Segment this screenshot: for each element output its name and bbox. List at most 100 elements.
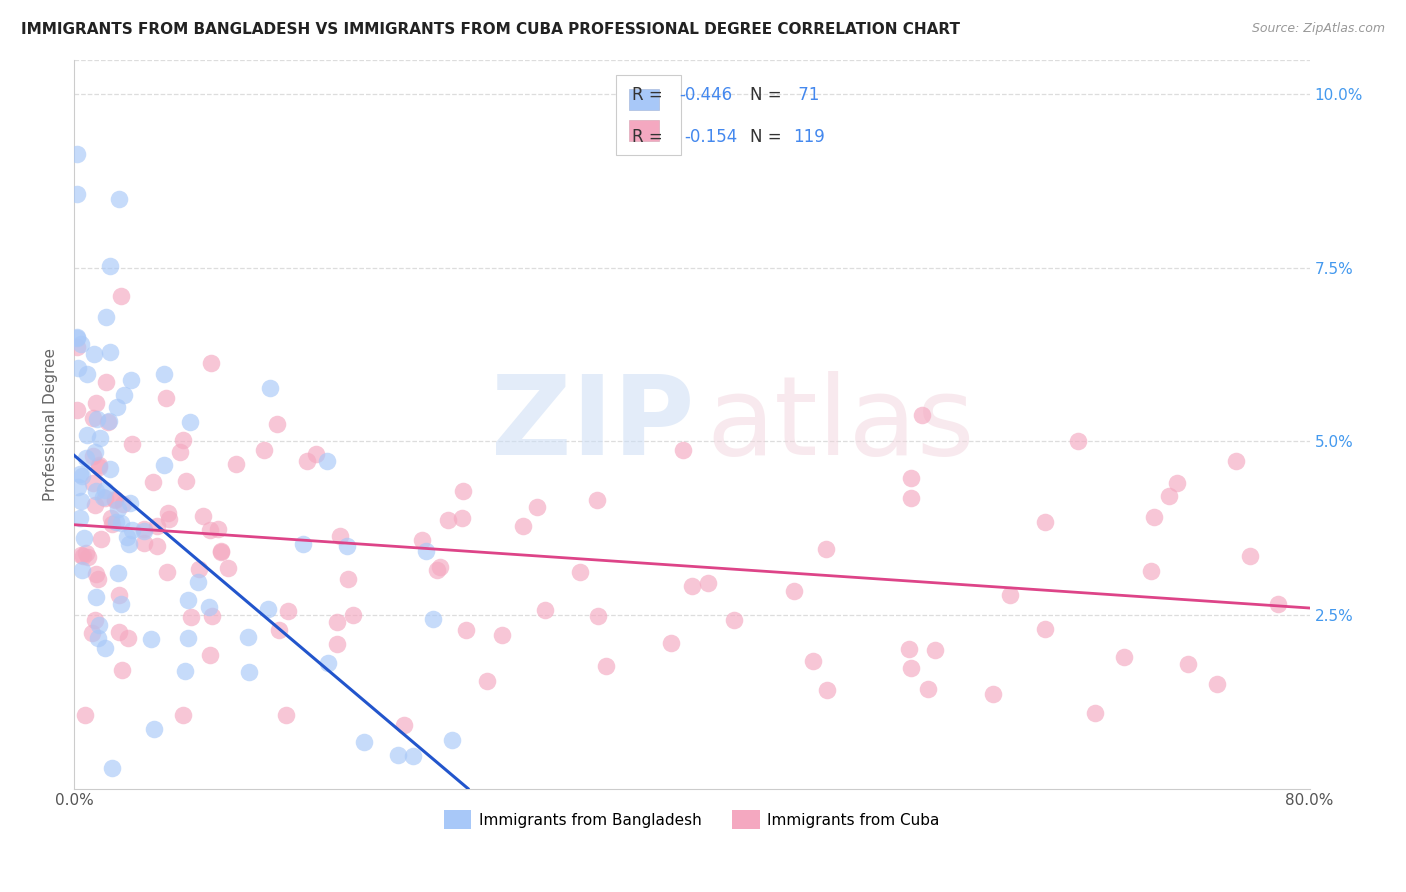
- Point: [782, 584, 804, 599]
- Point: [900, 471, 922, 485]
- Point: [723, 613, 745, 627]
- Text: ZIP: ZIP: [491, 370, 695, 477]
- Point: [475, 674, 498, 689]
- Text: 119: 119: [793, 128, 825, 146]
- Point: [156, 566, 179, 580]
- Point: [107, 501, 129, 516]
- Point: [110, 597, 132, 611]
- Point: [672, 443, 695, 458]
- Point: [225, 457, 247, 471]
- Point: [387, 747, 409, 762]
- Point: [172, 433, 194, 447]
- Legend: Immigrants from Bangladesh, Immigrants from Cuba: Immigrants from Bangladesh, Immigrants f…: [437, 804, 946, 836]
- Point: [176, 592, 198, 607]
- Point: [586, 609, 609, 624]
- Point: [1177, 657, 1199, 672]
- Point: [336, 572, 359, 586]
- Point: [70, 494, 93, 508]
- Point: [72, 549, 94, 564]
- Point: [100, 510, 122, 524]
- Point: [104, 491, 127, 506]
- Point: [98, 462, 121, 476]
- Point: [94, 483, 117, 497]
- Point: [94, 640, 117, 655]
- Point: [897, 642, 920, 657]
- Point: [156, 506, 179, 520]
- Point: [84, 445, 107, 459]
- Point: [108, 588, 131, 602]
- Point: [1159, 489, 1181, 503]
- Text: R =: R =: [633, 86, 668, 103]
- Point: [84, 613, 107, 627]
- Point: [326, 636, 349, 650]
- Point: [217, 561, 239, 575]
- Point: [72, 563, 94, 577]
- Point: [73, 708, 96, 723]
- Point: [84, 483, 107, 498]
- Point: [75, 450, 97, 465]
- Point: [200, 356, 222, 370]
- Point: [132, 524, 155, 538]
- Point: [83, 347, 105, 361]
- Point: [94, 375, 117, 389]
- Point: [87, 572, 110, 586]
- Point: [84, 566, 107, 581]
- Point: [66, 361, 89, 376]
- Text: atlas: atlas: [706, 370, 974, 477]
- Point: [198, 600, 221, 615]
- Point: [440, 733, 463, 747]
- Point: [451, 511, 474, 525]
- Point: [108, 624, 131, 639]
- Point: [94, 310, 117, 325]
- Point: [318, 657, 340, 671]
- Point: [69, 511, 91, 525]
- Point: [1143, 510, 1166, 524]
- Point: [392, 718, 415, 732]
- Point: [1112, 650, 1135, 665]
- Point: [155, 392, 177, 406]
- Point: [69, 467, 91, 481]
- Text: N =: N =: [749, 86, 787, 103]
- Point: [180, 610, 202, 624]
- Point: [814, 542, 837, 557]
- Point: [305, 447, 328, 461]
- Point: [94, 491, 117, 505]
- Point: [326, 615, 349, 629]
- Point: [105, 400, 128, 414]
- Point: [1140, 564, 1163, 578]
- Point: [121, 437, 143, 451]
- Point: [1206, 677, 1229, 691]
- Point: [257, 602, 280, 616]
- Point: [659, 636, 682, 650]
- Point: [1267, 597, 1289, 611]
- Point: [73, 531, 96, 545]
- Text: 71: 71: [793, 86, 820, 103]
- Point: [91, 490, 114, 504]
- Point: [104, 492, 127, 507]
- Point: [1033, 515, 1056, 529]
- Point: [429, 560, 451, 574]
- Point: [353, 735, 375, 749]
- Point: [801, 655, 824, 669]
- Point: [342, 607, 364, 622]
- Point: [90, 532, 112, 546]
- Point: [315, 454, 337, 468]
- Point: [172, 708, 194, 723]
- Point: [174, 474, 197, 488]
- Text: -0.446: -0.446: [679, 86, 733, 103]
- Point: [198, 523, 221, 537]
- Point: [252, 442, 274, 457]
- Point: [66, 480, 89, 494]
- Point: [101, 516, 124, 531]
- Point: [101, 761, 124, 775]
- Point: [900, 661, 922, 675]
- Point: [187, 574, 209, 589]
- Point: [169, 445, 191, 459]
- Point: [911, 408, 934, 422]
- Point: [329, 529, 352, 543]
- Point: [173, 664, 195, 678]
- Point: [1066, 434, 1088, 448]
- Point: [1239, 549, 1261, 563]
- Point: [568, 565, 591, 579]
- Point: [917, 681, 939, 696]
